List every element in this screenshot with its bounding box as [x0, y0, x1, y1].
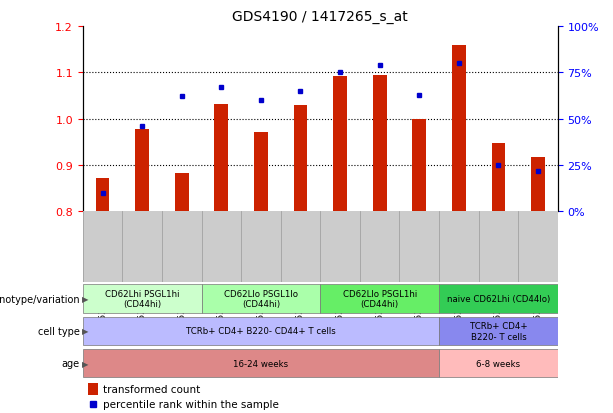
Text: naive CD62Lhi (CD44lo): naive CD62Lhi (CD44lo)	[447, 294, 550, 303]
Text: transformed count: transformed count	[103, 384, 200, 394]
Bar	[83, 317, 439, 345]
Bar	[83, 285, 202, 313]
Bar	[333, 77, 347, 212]
Text: cell type: cell type	[38, 326, 80, 336]
Text: CD62Llo PSGL1hi
(CD44hi): CD62Llo PSGL1hi (CD44hi)	[343, 289, 417, 309]
Text: TCRb+ CD4+ B220- CD44+ T cells: TCRb+ CD4+ B220- CD44+ T cells	[186, 327, 336, 335]
Bar	[531, 157, 545, 212]
Bar	[254, 132, 268, 212]
Bar	[439, 317, 558, 345]
Bar	[492, 143, 505, 212]
Text: CD62Llo PSGL1lo
(CD44hi): CD62Llo PSGL1lo (CD44hi)	[224, 289, 298, 309]
Title: GDS4190 / 1417265_s_at: GDS4190 / 1417265_s_at	[232, 10, 408, 24]
Bar	[96, 178, 110, 212]
Bar	[413, 119, 426, 212]
Text: age: age	[61, 358, 80, 368]
Bar	[373, 76, 387, 212]
Text: percentile rank within the sample: percentile rank within the sample	[103, 399, 278, 409]
Text: CD62Lhi PSGL1hi
(CD44hi): CD62Lhi PSGL1hi (CD44hi)	[105, 289, 180, 309]
Bar	[452, 46, 466, 212]
Text: 16-24 weeks: 16-24 weeks	[234, 359, 289, 368]
Bar	[215, 104, 228, 212]
Text: ▶: ▶	[82, 359, 89, 368]
Bar	[135, 130, 149, 212]
Bar	[202, 285, 321, 313]
Text: ▶: ▶	[82, 327, 89, 335]
Bar	[175, 174, 189, 212]
Bar	[83, 349, 439, 377]
Bar	[294, 105, 308, 212]
Text: TCRb+ CD4+
B220- T cells: TCRb+ CD4+ B220- T cells	[470, 321, 527, 341]
Text: genotype/variation: genotype/variation	[0, 294, 80, 304]
Bar	[88, 383, 98, 395]
Bar	[439, 349, 558, 377]
Text: 6-8 weeks: 6-8 weeks	[476, 359, 520, 368]
Text: ▶: ▶	[82, 294, 89, 303]
Bar	[439, 285, 558, 313]
Bar	[321, 285, 439, 313]
